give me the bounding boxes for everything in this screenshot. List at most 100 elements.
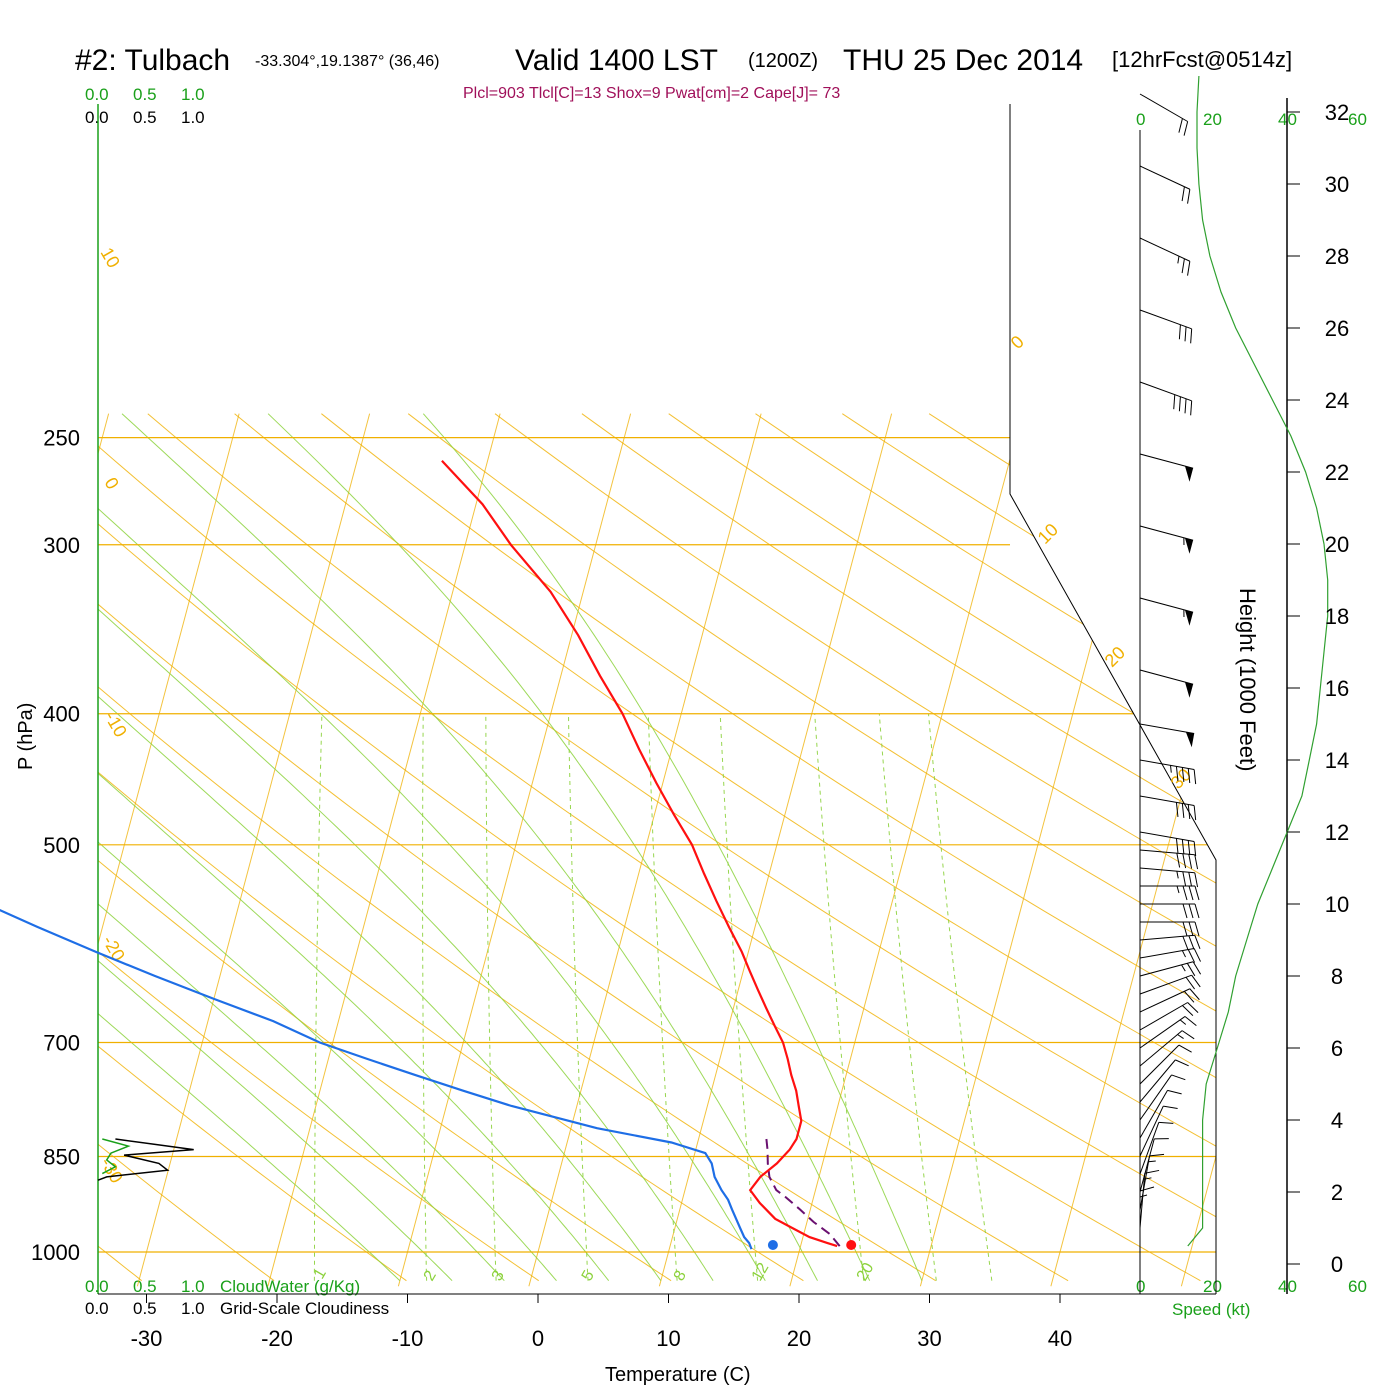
wind-barb-full: [1181, 186, 1185, 202]
wind-barb-full: [1188, 872, 1193, 887]
wind-barb-staff: [1139, 988, 1191, 1013]
wind-barb-full: [1187, 949, 1196, 963]
mixing-ratio-line: [568, 713, 589, 1281]
wind-barb-staff: [1139, 1138, 1155, 1193]
cloudwater-profile: [101, 1138, 131, 1175]
wind-barb-full: [1175, 1059, 1189, 1067]
wind-barb-staff: [1139, 867, 1195, 874]
wind-barb-full: [1178, 396, 1181, 412]
wind-speed-profile: [1187, 75, 1329, 1247]
wind-barb-full: [1193, 805, 1197, 821]
height-tick-label: 20: [1325, 532, 1349, 557]
height-tick-label: 16: [1325, 676, 1349, 701]
mixing-ratio-line: [313, 713, 323, 1281]
wind-barb-full: [1181, 767, 1185, 783]
wind-barb-staff: [1139, 669, 1194, 685]
wind-barb-full: [1194, 885, 1200, 901]
speed-tick-bottom: 0: [1136, 1277, 1145, 1296]
dry-adiabat: [1102, 413, 1216, 1282]
x-tick-label: -10: [392, 1326, 424, 1351]
wind-barb-full: [1175, 766, 1179, 781]
isotherm: [1180, 413, 1216, 1287]
axis-ticks: -30 -20 -10 0 10 20 30 402503004005007008501000…: [31, 100, 1349, 1351]
wind-barb: [1140, 903, 1200, 919]
x-tick-label: 40: [1048, 1326, 1072, 1351]
speed-tick-top: 0: [1136, 110, 1145, 129]
speed-tick-top: 20: [1203, 110, 1222, 129]
height-tick-label: 26: [1325, 316, 1349, 341]
height-tick-label: 0: [1331, 1252, 1343, 1277]
dewpoint-trace: [0, 908, 753, 1250]
wind-barb: [1139, 988, 1200, 1013]
mixing-ratio-label: 20: [854, 1260, 878, 1284]
y-axis-title: P (hPa): [15, 703, 37, 770]
cloudiness-tick-bottom: 0.0: [85, 1299, 109, 1318]
wind-barb-pennant: [1185, 466, 1194, 482]
wind-barb-full: [1187, 261, 1191, 276]
wind-barb: [1139, 1089, 1182, 1139]
wind-barb-staff: [1139, 723, 1195, 735]
isotherm: [528, 413, 762, 1287]
wind-barb-half: [1181, 964, 1186, 972]
moist-adiabat: [98, 413, 766, 1281]
wind-barb-full: [1182, 903, 1188, 919]
moist-adiabat: [267, 413, 871, 1281]
wind-barb: [1139, 1121, 1174, 1175]
dry-adiabat: [98, 413, 936, 1282]
wind-barb-full: [1191, 974, 1201, 988]
dry-adiabat: [0, 414, 9, 1281]
wind-barb-staff: [1139, 237, 1191, 262]
wind-barb-pennant: [1185, 610, 1194, 626]
surface-dewpoint-marker: [767, 1240, 778, 1250]
wind-barb-full: [1194, 872, 1199, 888]
wind-barb: [1139, 165, 1191, 204]
wind-barb-staff: [1139, 934, 1195, 941]
height-tick-label: 6: [1331, 1036, 1343, 1061]
wind-barb-pennant: [1185, 732, 1195, 748]
wind-barb-full: [1194, 935, 1201, 949]
wind-barb-full: [1190, 328, 1193, 344]
wind-barb: [1139, 849, 1199, 870]
wind-barb-half: [1176, 885, 1180, 894]
wind-barb: [1139, 934, 1201, 951]
height-tick-label: 30: [1325, 172, 1349, 197]
wind-barb: [1139, 867, 1199, 888]
moist-adiabat: [422, 413, 923, 1281]
wind-barb-staff: [1139, 1074, 1172, 1121]
moist-adiabat: [98, 413, 557, 1282]
wind-barb-full: [1194, 854, 1199, 870]
wind-barb-staff: [1139, 831, 1195, 843]
mixing-ratio-line: [647, 713, 678, 1281]
height-tick-label: 32: [1325, 100, 1349, 125]
wind-barb-full: [1178, 324, 1181, 340]
wind-barb-full: [1193, 948, 1201, 962]
wind-barb-full: [1182, 936, 1189, 951]
wind-barb: [1139, 1016, 1197, 1049]
wind-barb-full: [1184, 990, 1195, 1003]
wind-barb-full: [1192, 961, 1202, 975]
wind-barb-staff: [1139, 597, 1194, 613]
wind-speed-line: [1187, 75, 1329, 1247]
moist-adiabat: [98, 413, 610, 1282]
wind-barb-full: [1188, 885, 1194, 901]
isotherm: [267, 413, 501, 1287]
sounding-indices: Plcl=903 Tlcl[C]=13 Shox=9 Pwat[cm]=2 Ca…: [463, 85, 840, 102]
wind-barb-full: [1182, 885, 1188, 901]
forecast-info: [12hrFcst@0514z]: [1112, 47, 1292, 72]
plot-right-boundary: [1009, 104, 1217, 1294]
mixing-ratio-line: [814, 713, 865, 1281]
wind-barb: [1139, 831, 1197, 857]
cloud-profiles: [97, 1138, 194, 1181]
cloudiness-tick-top: 0.5: [133, 108, 157, 127]
dry-adiabat: [234, 413, 1216, 1282]
wind-barb-full: [1173, 394, 1176, 410]
wind-barb-staff: [1139, 381, 1192, 402]
wind-barb-staff: [1139, 1173, 1146, 1229]
isotherm: [98, 413, 240, 1287]
wind-barb-full: [1171, 1074, 1186, 1081]
wind-barb: [1139, 1059, 1189, 1103]
dry-adiabat: [98, 413, 275, 1282]
height-tick-label: 12: [1325, 820, 1349, 845]
wind-barb: [1139, 1030, 1195, 1067]
